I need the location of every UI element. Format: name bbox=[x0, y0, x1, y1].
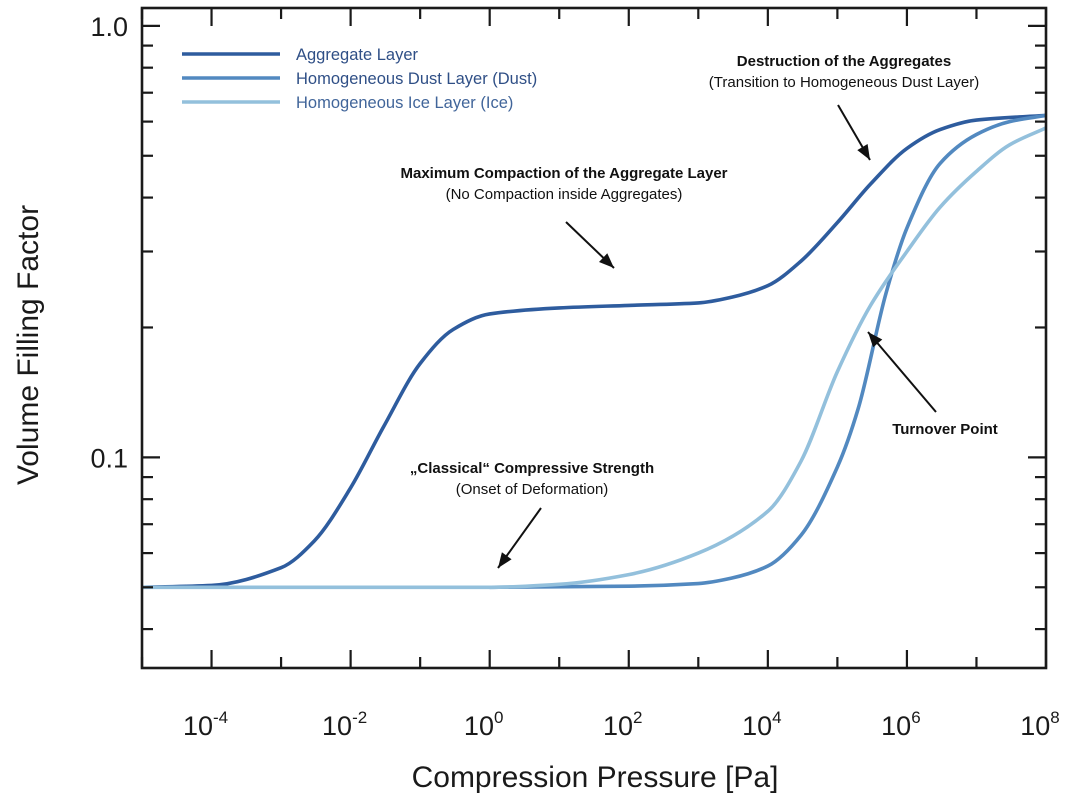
x-tick-label: 102 bbox=[603, 708, 643, 741]
annotation-max-compaction-title: Maximum Compaction of the Aggregate Laye… bbox=[401, 165, 728, 182]
series-line-1 bbox=[142, 113, 1046, 590]
x-tick-label: 10-4 bbox=[183, 708, 228, 741]
x-tick-label: 104 bbox=[742, 708, 782, 741]
annotation-turnover-arrow bbox=[867, 331, 937, 413]
x-tick-label: 100 bbox=[464, 708, 504, 741]
annotation-destruction-arrow-head bbox=[857, 144, 870, 160]
y-tick-label: 0.1 bbox=[90, 443, 128, 473]
annotations: Destruction of the Aggregates (Transition… bbox=[401, 53, 998, 569]
annotation-max-compaction-subtitle: (No Compaction inside Aggregates) bbox=[446, 186, 683, 203]
legend-label-1: Aggregate Layer bbox=[296, 46, 419, 64]
legend-label-3: Homogeneous Ice Layer (Ice) bbox=[296, 94, 513, 112]
plot-frame bbox=[140, 6, 1048, 670]
annotation-destruction-subtitle: (Transition to Homogeneous Dust Layer) bbox=[709, 74, 979, 91]
legend-label-2: Homogeneous Dust Layer (Dust) bbox=[296, 70, 537, 88]
series-layer bbox=[142, 113, 1046, 590]
x-tick-label: 10-2 bbox=[322, 708, 367, 741]
annotation-classical-title: „Classical“ Compressive Strength bbox=[410, 460, 654, 477]
x-tick-label: 106 bbox=[881, 708, 921, 741]
x-axis-title: Compression Pressure [Pa] bbox=[412, 761, 779, 794]
x-tick-label: 108 bbox=[1020, 708, 1060, 741]
annotation-classical-arrow-head bbox=[498, 552, 512, 568]
annotation-classical-subtitle: (Onset of Deformation) bbox=[456, 481, 609, 498]
legend: Aggregate Layer Homogeneous Dust Layer (D… bbox=[182, 46, 537, 112]
annotation-max-compaction-arrow-head bbox=[599, 253, 614, 268]
y-tick-label: 1.0 bbox=[90, 12, 128, 42]
annotation-turnover-title: Turnover Point bbox=[892, 421, 998, 438]
series-line-2 bbox=[487, 113, 1046, 590]
annotation-destruction-title: Destruction of the Aggregates bbox=[737, 53, 951, 70]
annotation-turnover-arrow-head bbox=[868, 332, 883, 348]
axes-layer: 10-4 10-2 100 102 104 106 108 1.0 0.1 bbox=[90, 6, 1060, 741]
series-line-3 bbox=[142, 126, 1046, 590]
y-axis-title: Volume Filling Factor bbox=[12, 205, 45, 485]
